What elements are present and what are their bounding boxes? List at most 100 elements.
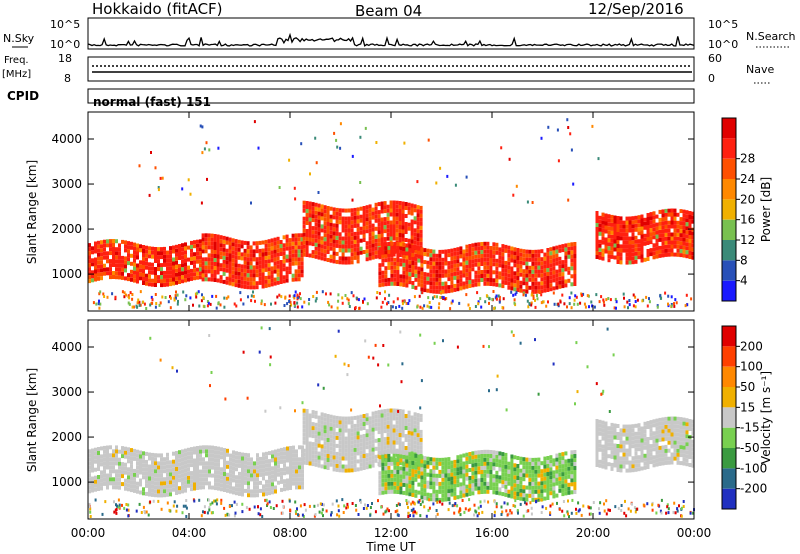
heatmap-cell <box>377 230 381 235</box>
heatmap-cell <box>619 252 623 257</box>
heatmap-cell <box>332 455 336 460</box>
heatmap-cell <box>395 224 399 229</box>
heatmap-cell <box>601 424 605 429</box>
heatmap-cell <box>679 245 683 250</box>
heatmap-cell <box>637 431 641 436</box>
heatmap-cell <box>320 208 324 213</box>
heatmap-cell <box>368 224 372 229</box>
heatmap-cell <box>231 254 235 259</box>
heatmap-cell <box>247 461 250 466</box>
heatmap-cell <box>282 235 286 240</box>
heatmap-cell <box>619 468 623 473</box>
heatmap-cell <box>226 476 229 481</box>
heatmap-cell <box>301 461 304 466</box>
heatmap-cell <box>405 451 409 456</box>
heatmap-cell <box>679 253 683 258</box>
heatmap-cell <box>338 436 342 441</box>
heatmap-cell <box>311 226 315 231</box>
heatmap-cell <box>377 226 381 231</box>
heatmap-cell <box>471 283 475 288</box>
heatmap-cell <box>163 481 166 486</box>
heatmap-cell <box>534 261 538 266</box>
heatmap-cell <box>127 447 130 452</box>
heatmap-cell <box>655 226 659 231</box>
heatmap-cell <box>435 269 439 274</box>
heatmap-cell <box>607 238 611 243</box>
heatmap-cell <box>216 250 220 255</box>
scatter-cell <box>375 141 378 144</box>
heatmap-cell <box>426 264 430 269</box>
heatmap-cell <box>196 275 199 280</box>
heatmap-cell <box>649 448 653 453</box>
heatmap-cell <box>646 213 650 217</box>
heatmap-cell <box>142 455 145 460</box>
heatmap-cell <box>416 229 420 234</box>
heatmap-cell <box>225 256 229 261</box>
scatter-cell <box>309 172 311 176</box>
heatmap-cell <box>383 417 387 422</box>
heatmap-cell <box>279 268 283 272</box>
heatmap-cell <box>294 237 298 242</box>
heatmap-cell <box>390 281 394 286</box>
heatmap-cell <box>317 463 321 468</box>
heatmap-cell <box>94 479 97 484</box>
heatmap-cell <box>667 248 671 253</box>
heatmap-cell <box>94 269 97 274</box>
heatmap-cell <box>223 472 226 476</box>
heatmap-cell <box>308 201 312 206</box>
heatmap-cell <box>667 208 671 213</box>
heatmap-cell <box>498 459 502 464</box>
heatmap-cell <box>127 245 130 250</box>
heatmap-cell <box>691 455 695 460</box>
heatmap-cell <box>127 479 130 484</box>
heatmap-cell <box>136 457 139 462</box>
heatmap-cell <box>495 242 499 247</box>
heatmap-cell <box>264 251 268 256</box>
heatmap-cell <box>256 485 259 490</box>
heatmap-cell <box>465 244 469 249</box>
heatmap-cell <box>398 441 402 445</box>
heatmap-cell <box>426 484 430 489</box>
heatmap-cell <box>160 279 163 284</box>
heatmap-cell <box>616 244 620 248</box>
heatmap-cell <box>634 223 638 228</box>
scatter-cell <box>388 293 391 297</box>
heatmap-cell <box>390 245 394 250</box>
heatmap-cell <box>534 277 538 282</box>
heatmap-cell <box>387 241 391 246</box>
scatter-cell <box>152 499 155 503</box>
heatmap-cell <box>285 270 289 275</box>
heatmap-cell <box>148 266 151 271</box>
heatmap-cell <box>670 252 674 257</box>
heatmap-cell <box>220 451 223 456</box>
heatmap-cell <box>196 243 199 248</box>
heatmap-cell <box>504 488 508 493</box>
heatmap-cell <box>426 272 430 277</box>
heatmap-cell <box>187 471 190 476</box>
heatmap-cell <box>438 469 442 474</box>
heatmap-cell <box>145 245 148 250</box>
heatmap-cell <box>516 276 520 280</box>
heatmap-cell <box>492 254 496 259</box>
heatmap-cell <box>386 440 390 445</box>
heatmap-cell <box>546 488 550 492</box>
heatmap-cell <box>362 462 366 466</box>
heatmap-cell <box>378 275 382 280</box>
heatmap-cell <box>350 216 354 221</box>
scatter-cell <box>314 136 317 140</box>
heatmap-cell <box>226 480 229 485</box>
heatmap-cell <box>291 249 295 254</box>
heatmap-cell <box>468 460 472 464</box>
heatmap-cell <box>691 451 695 456</box>
heatmap-cell <box>362 234 366 238</box>
heatmap-cell <box>378 491 382 496</box>
heatmap-cell <box>510 278 514 283</box>
heatmap-cell <box>225 280 229 285</box>
heatmap-cell <box>139 490 142 495</box>
heatmap-cell <box>193 458 196 463</box>
heatmap-cell <box>631 252 635 257</box>
heatmap-cell <box>368 220 372 225</box>
heatmap-cell <box>368 228 372 233</box>
heatmap-cell <box>610 426 614 431</box>
heatmap-cell <box>311 434 315 439</box>
